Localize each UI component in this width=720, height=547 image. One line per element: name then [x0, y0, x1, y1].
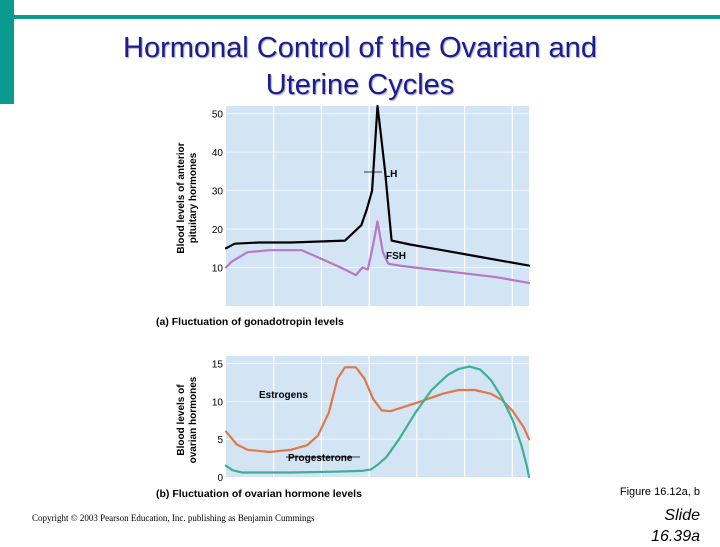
series-label-lh: LH [384, 169, 397, 180]
series-label-progesterone: Progesterone [288, 453, 353, 464]
chart-0-ylabel-line: Blood levels of anterior [176, 142, 187, 253]
series-label-fsh: FSH [386, 251, 406, 262]
chart-0-ytick-label: 40 [212, 148, 224, 159]
chart-1-ytick-label: 0 [217, 473, 223, 484]
chart-1-ylabel-line: Blood levels of [176, 384, 187, 456]
accent-bar-left [0, 0, 14, 104]
slide-title: Hormonal Control of the Ovarian and Uter… [40, 30, 680, 104]
copyright-notice: Copyright © 2003 Pearson Education, Inc.… [32, 513, 315, 523]
slide-title-line-2: Uterine Cycles [265, 69, 455, 101]
chart-0-ytick-label: 30 [212, 187, 224, 198]
chart-0-ytick-label: 10 [212, 264, 224, 275]
chart-0-ylabel-line: pituitary hormones [188, 152, 199, 243]
series-line-progesterone [224, 365, 531, 479]
chart-1-plot-area [226, 356, 529, 477]
chart-1-ytick-label: 10 [212, 397, 224, 408]
series-label-estrogens: Estrogens [259, 390, 308, 401]
figure-reference: Figure 16.12a, b [619, 486, 700, 498]
slide-number: 16.39a [651, 528, 700, 545]
series-line-estrogens [224, 366, 531, 454]
chart-1-title: (b) Fluctuation of ovarian hormone level… [156, 488, 362, 500]
chart-0-plot-area [226, 106, 529, 306]
chart-1-ytick-label: 15 [212, 360, 224, 371]
series-line-lh [224, 104, 531, 267]
accent-bar-top [14, 15, 720, 19]
chart-1-ytick-label: 5 [217, 435, 223, 446]
chart-0-title: (a) Fluctuation of gonadotropin levels [156, 316, 344, 328]
slide-label: Slide [664, 507, 700, 524]
series-line-fsh [224, 220, 531, 284]
slide-title-line-1: Hormonal Control of the Ovarian and [123, 32, 597, 64]
chart-1-ylabel-line: ovarian hormones [188, 376, 199, 463]
chart-0-ytick-label: 20 [212, 225, 224, 236]
chart-0-ytick-label: 50 [212, 110, 224, 121]
